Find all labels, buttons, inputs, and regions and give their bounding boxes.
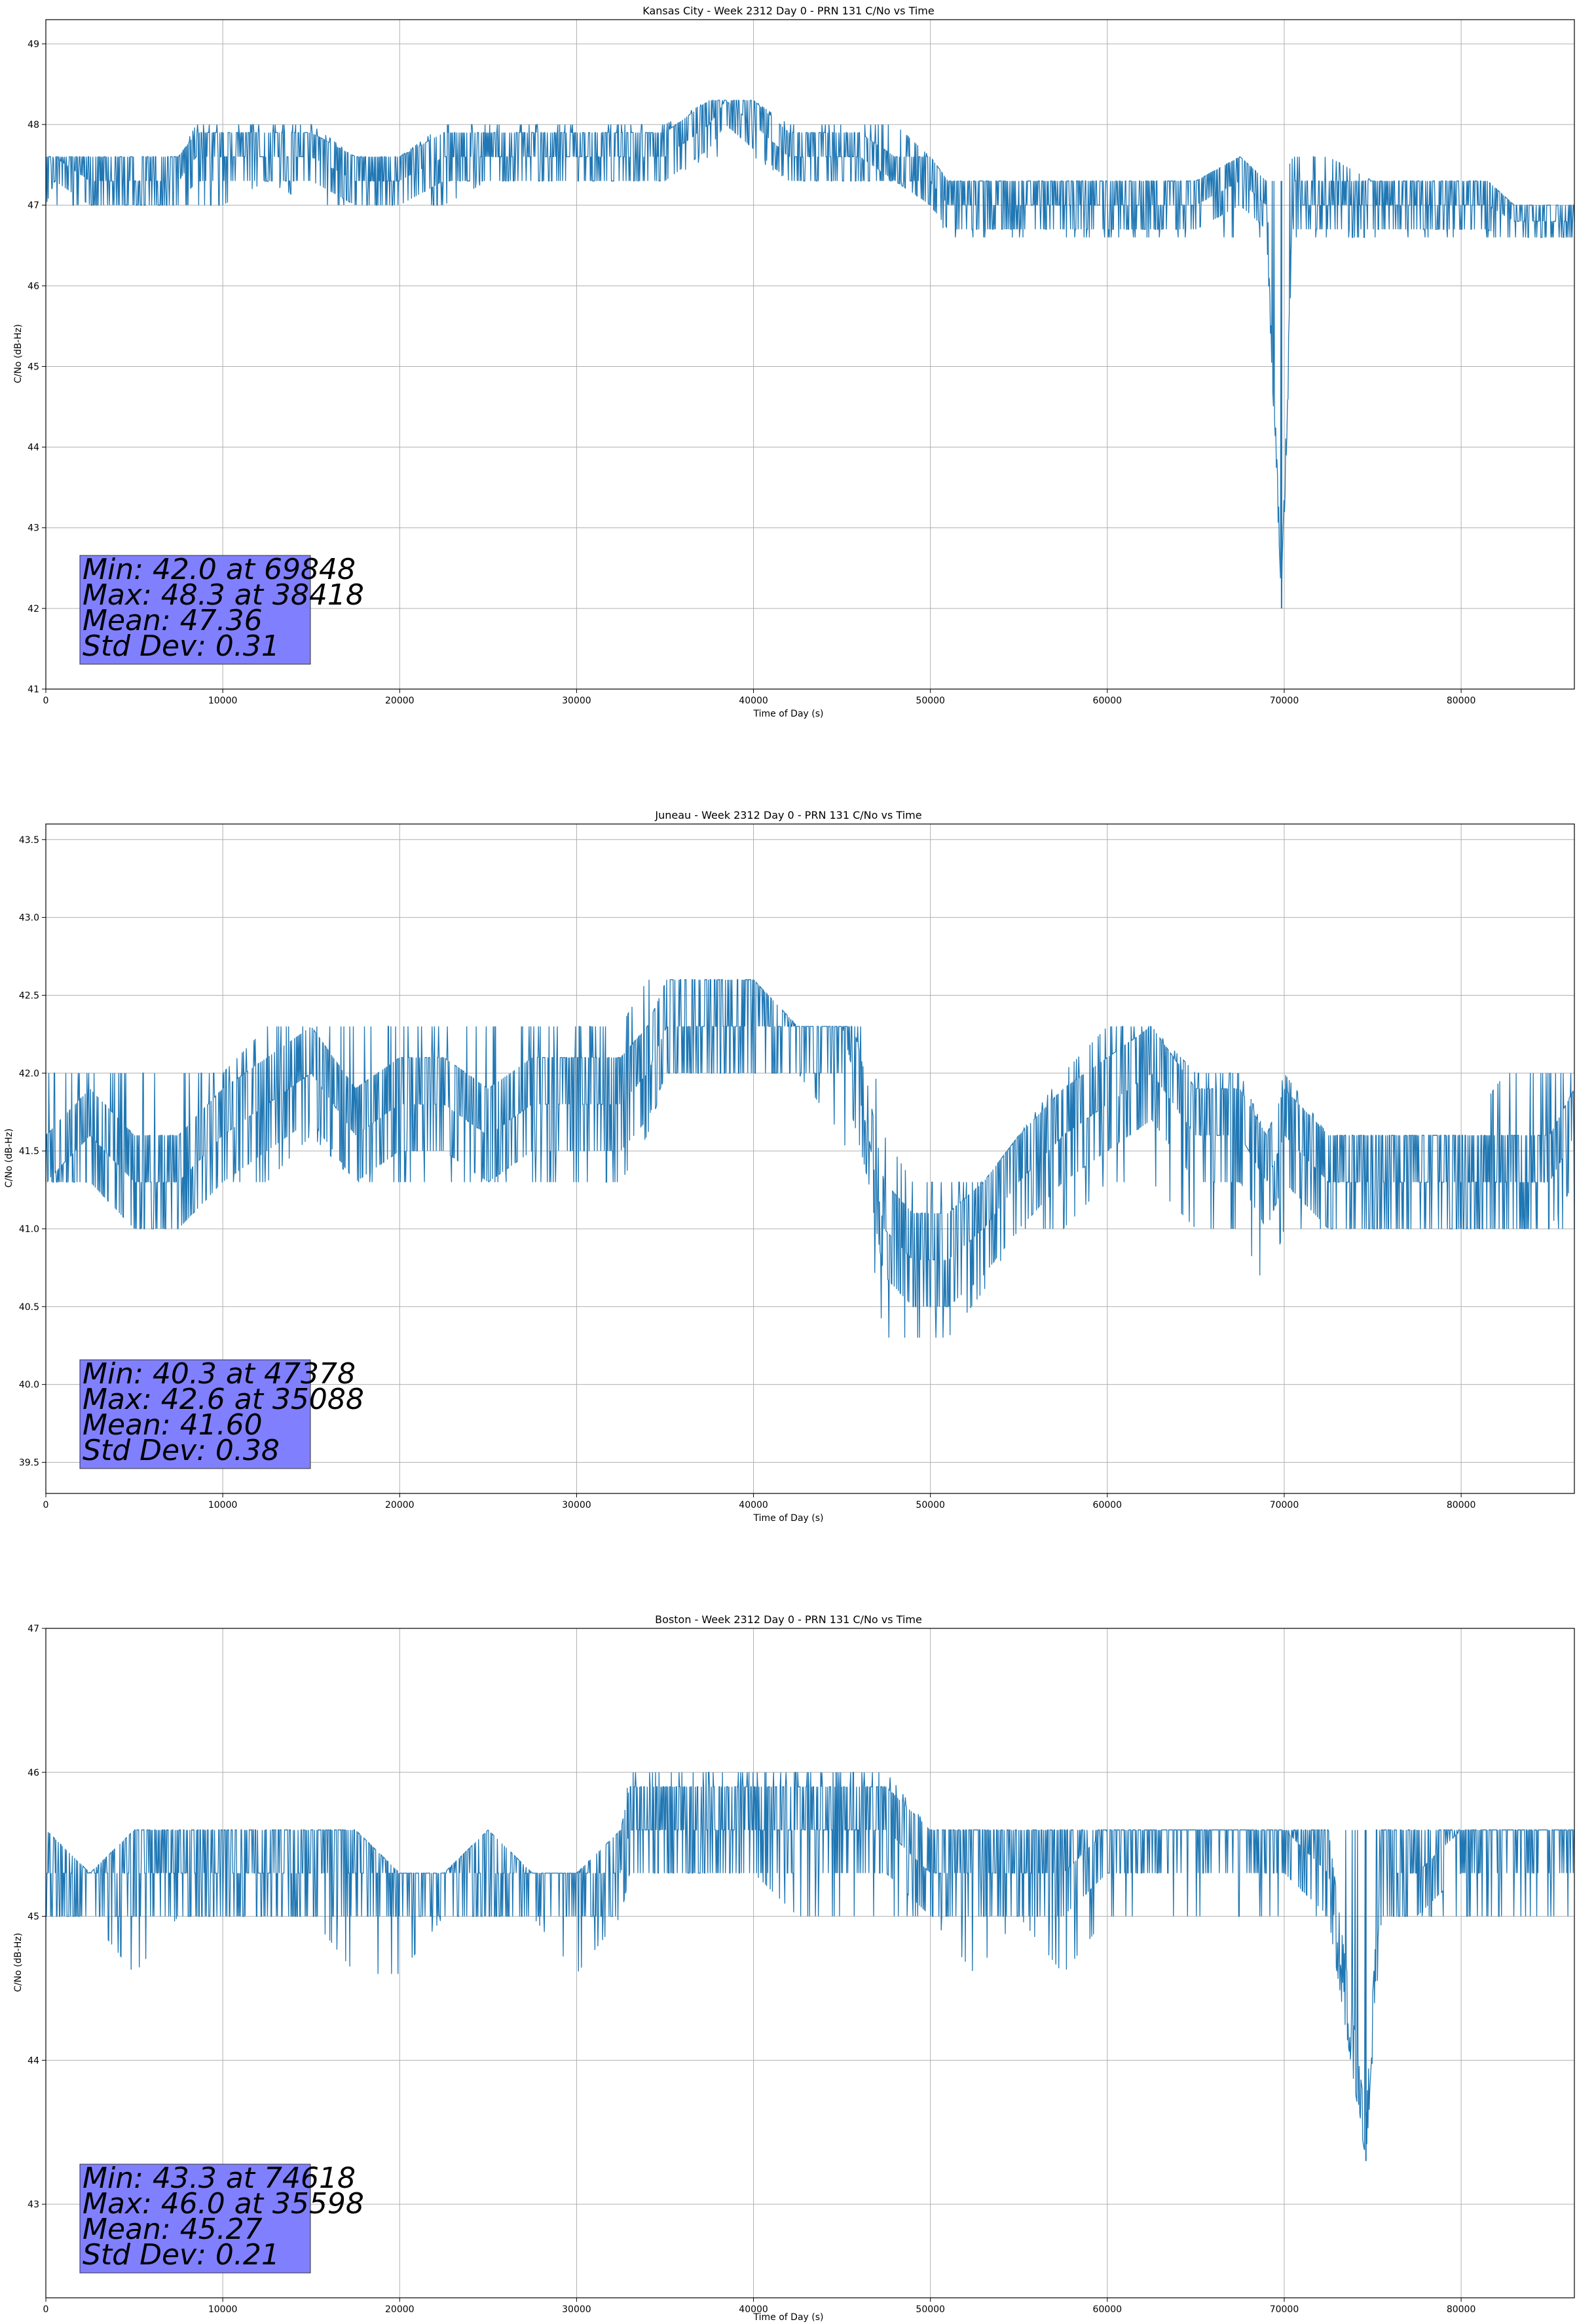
series-line <box>46 1772 1574 2150</box>
y-tick-label: 43.5 <box>19 835 39 846</box>
stats-background <box>79 2164 311 2274</box>
y-tick-label: 39.5 <box>19 1457 39 1468</box>
x-axis-label: Time of Day (s) <box>753 1513 824 1524</box>
x-tick-label: 50000 <box>916 2304 945 2315</box>
y-tick-label: 41.5 <box>19 1146 39 1157</box>
x-tick-label: 80000 <box>1447 1500 1476 1510</box>
stats-line: Mean: 45.27 <box>83 2213 263 2246</box>
series-layer <box>45 100 1575 609</box>
x-tick-label: 10000 <box>208 1500 238 1510</box>
stats-line: Std Dev: 0.21 <box>83 2238 280 2272</box>
x-tick-label: 40000 <box>739 1500 768 1510</box>
y-tick-label: 40.5 <box>19 1302 39 1313</box>
x-tick-label: 30000 <box>562 1500 591 1510</box>
y-axis: 39.5 40.0 40.5 41.0 41.5 42.0 42.5 43.0 43.5 <box>19 835 46 1468</box>
x-tick-label: 80000 <box>1447 696 1476 706</box>
x-tick-label: 10000 <box>208 2304 238 2315</box>
chart-title: Juneau - Week 2312 Day 0 - PRN 131 C/No … <box>654 809 921 821</box>
stats-line: Min: 42.0 at 69848 <box>83 553 356 586</box>
x-tick-label: 40000 <box>739 696 768 706</box>
x-tick-label: 60000 <box>1093 1500 1122 1510</box>
y-tick-label: 44 <box>28 2055 39 2066</box>
chart-panel-kansas-city: Kansas City - Week 2312 Day 0 - PRN 131 … <box>13 5 1575 719</box>
x-tick-label: 70000 <box>1270 696 1299 706</box>
plot-frame <box>45 823 1575 1494</box>
stats-line: Min: 43.3 at 74618 <box>83 2162 356 2195</box>
stats-line: Mean: 41.60 <box>83 1408 263 1442</box>
y-axis-label: C/No (dB-Hz) <box>13 1933 24 1992</box>
y-tick-label: 46 <box>28 1768 39 1778</box>
y-tick-label: 43.0 <box>19 913 39 924</box>
x-tick-label: 50000 <box>916 696 945 706</box>
y-tick-label: 49 <box>28 39 39 50</box>
y-tick-label: 42 <box>28 604 39 614</box>
y-tick-label: 45 <box>28 1912 39 1922</box>
stats-line: Min: 40.3 at 47378 <box>83 1357 356 1391</box>
x-tick-label: 60000 <box>1093 2304 1122 2315</box>
stats-line: Max: 48.3 at 38418 <box>83 578 364 612</box>
x-tick-label: 40000 <box>739 2304 768 2315</box>
stats-background <box>79 1359 311 1469</box>
x-tick-label: 10000 <box>208 696 238 706</box>
x-tick-label: 20000 <box>385 696 415 706</box>
y-tick-label: 43 <box>28 2200 39 2210</box>
stats-line: Mean: 47.36 <box>83 604 263 637</box>
chart-panel-boston: Boston - Week 2312 Day 0 - PRN 131 C/No … <box>13 1613 1575 2323</box>
series-line <box>45 100 1575 607</box>
x-tick-label: 70000 <box>1270 1500 1299 1510</box>
x-tick-label: 0 <box>43 1500 49 1510</box>
stats-line: Max: 46.0 at 35598 <box>83 2187 364 2221</box>
x-axis: 0 10000 20000 30000 40000 50000 60000 70000 8000… <box>43 1493 1476 1510</box>
y-tick-label: 45 <box>28 362 39 372</box>
x-tick-label: 50000 <box>916 1500 945 1510</box>
stats-line: Max: 42.6 at 35088 <box>83 1383 364 1416</box>
y-tick-label: 42.0 <box>19 1068 39 1079</box>
y-tick-label: 48 <box>28 120 39 130</box>
chart-title: Boston - Week 2312 Day 0 - PRN 131 C/No … <box>655 1613 922 1626</box>
y-tick-label: 46 <box>28 281 39 291</box>
y-tick-label: 42.5 <box>19 990 39 1001</box>
x-tick-label: 30000 <box>562 696 591 706</box>
x-tick-label: 0 <box>43 2304 49 2315</box>
stats-line: Std Dev: 0.31 <box>83 629 280 663</box>
x-axis-label: Time of Day (s) <box>753 2312 824 2323</box>
stats-line: Std Dev: 0.38 <box>83 1434 280 1467</box>
x-tick-label: 20000 <box>385 2304 415 2315</box>
series-line <box>45 979 1575 1338</box>
x-tick-label: 0 <box>43 696 49 706</box>
plot-frame <box>45 1628 1575 2298</box>
stats-background <box>79 555 311 665</box>
y-axis: 43 44 45 46 47 <box>28 1624 46 2210</box>
y-axis-label: C/No (dB-Hz) <box>4 1129 14 1188</box>
x-tick-label: 70000 <box>1270 2304 1299 2315</box>
y-tick-label: 40.0 <box>19 1380 39 1391</box>
x-tick-label: 80000 <box>1447 2304 1476 2315</box>
y-tick-label: 47 <box>28 1624 39 1634</box>
y-axis: 41 42 43 44 45 46 47 48 49 <box>28 39 46 695</box>
chart-title: Kansas City - Week 2312 Day 0 - PRN 131 … <box>642 5 934 17</box>
y-tick-label: 43 <box>28 523 39 534</box>
y-tick-label: 41 <box>28 684 39 695</box>
x-axis: 0 10000 20000 30000 40000 50000 60000 70000 8000… <box>43 689 1476 706</box>
series-layer <box>46 1772 1574 2162</box>
x-tick-label: 60000 <box>1093 696 1122 706</box>
plot-frame <box>45 19 1575 690</box>
x-tick-label: 30000 <box>562 2304 591 2315</box>
x-axis-label: Time of Day (s) <box>753 709 824 719</box>
chart-panel-juneau: Juneau - Week 2312 Day 0 - PRN 131 C/No … <box>4 809 1575 1524</box>
x-tick-label: 20000 <box>385 1500 415 1510</box>
y-axis-label: C/No (dB-Hz) <box>13 324 24 383</box>
y-tick-label: 47 <box>28 200 39 211</box>
x-axis: 0 10000 20000 30000 40000 50000 60000 70000 8000… <box>43 2298 1476 2315</box>
y-tick-label: 44 <box>28 443 39 453</box>
series-layer <box>45 979 1575 1338</box>
y-tick-label: 41.0 <box>19 1224 39 1235</box>
